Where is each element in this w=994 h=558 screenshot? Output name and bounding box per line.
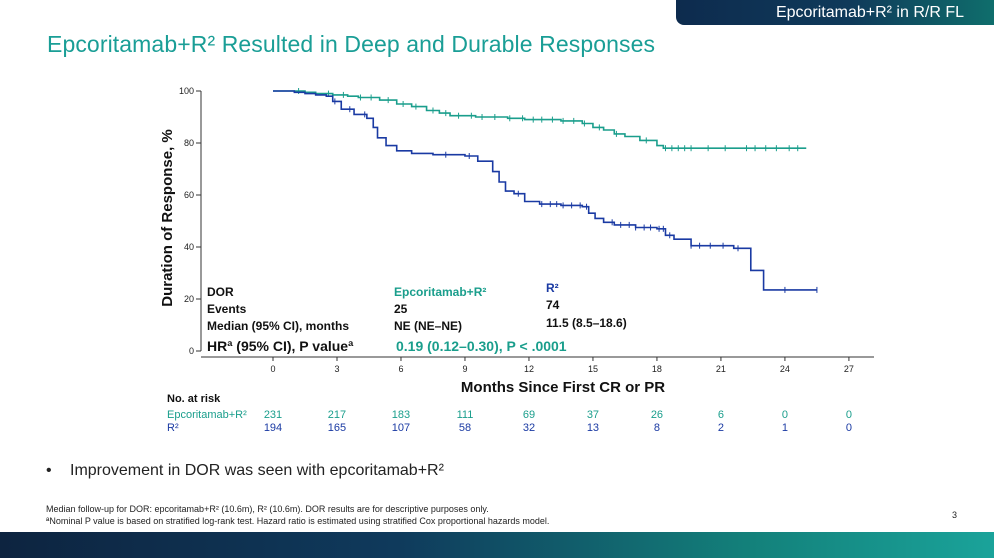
at-risk-name-epco: Epcoritamab+R² [167,409,247,421]
bullet-text: Improvement in DOR was seen with epcorit… [70,462,444,479]
bullet-dot-icon: • [46,462,52,479]
stats-events-epco: 25 [394,302,408,316]
y-tick-label: 20 [184,294,194,304]
x-tick-label: 27 [844,364,854,374]
stats-label-dor: DOR [207,285,234,299]
x-tick-label: 15 [588,364,598,374]
y-tick-label: 80 [184,138,194,148]
at-risk-value: 13 [587,422,599,434]
at-risk-value: 111 [457,409,474,421]
y-tick-label: 40 [184,242,194,252]
at-risk-value: 217 [328,409,346,421]
at-risk-value: 0 [846,422,852,434]
page-title: Epcoritamab+R² Resulted in Deep and Dura… [47,31,656,57]
at-risk-header: No. at risk [167,393,221,405]
at-risk-value: 37 [587,409,599,421]
footnote-2: ªNominal P value is based on stratified … [46,516,550,526]
x-tick-label: 24 [780,364,790,374]
stats-header-epco: Epcoritamab+R² [394,285,486,299]
x-tick-label: 21 [716,364,726,374]
at-risk-value: 26 [651,409,663,421]
stats-label-median: Median (95% CI), months [207,319,349,333]
stats-events-r2: 74 [546,298,560,312]
footnotes: Median follow-up for DOR: epcoritamab+R²… [46,503,549,527]
km-curve-r2 [273,90,817,291]
stats-label-events: Events [207,302,247,316]
at-risk-value: 183 [392,409,410,421]
stats-median-r2: 11.5 (8.5–18.6) [546,316,627,330]
y-axis-label: Duration of Response, % [159,129,176,307]
x-tick-label: 18 [652,364,662,374]
at-risk-value: 8 [654,422,660,434]
header-tag: Epcoritamab+R² in R/R FL [676,0,994,25]
at-risk-value: 32 [523,422,535,434]
at-risk-value: 58 [459,422,471,434]
at-risk-value: 165 [328,422,346,434]
hr-label: HRª (95% CI), P valueª [207,338,354,354]
footnote-1: Median follow-up for DOR: epcoritamab+R²… [46,504,489,514]
page-number: 3 [952,510,958,520]
y-tick-label: 100 [179,86,194,96]
at-risk-value: 0 [846,409,852,421]
x-tick-label: 12 [524,364,534,374]
at-risk-value: 107 [392,422,410,434]
at-risk-value: 6 [718,409,724,421]
bullet-point: • Improvement in DOR was seen with epcori… [46,462,444,480]
x-tick-label: 0 [270,364,275,374]
at-risk-value: 231 [264,409,282,421]
at-risk-value: 194 [264,422,282,434]
footer-bar [0,532,994,558]
stats-median-epco: NE (NE–NE) [394,319,462,333]
at-risk-name-r2: R² [167,422,179,434]
at-risk-value: 0 [782,409,788,421]
x-tick-label: 3 [334,364,339,374]
hr-value: 0.19 (0.12–0.30), P < .0001 [396,338,567,354]
at-risk-value: 2 [718,422,724,434]
at-risk-value: 1 [782,422,788,434]
x-axis-label: Months Since First CR or PR [461,379,665,396]
stats-header-r2: R² [546,281,559,295]
km-curve-epco [273,90,807,149]
y-tick-label: 0 [189,346,194,356]
x-tick-label: 6 [398,364,403,374]
at-risk-value: 69 [523,409,535,421]
y-tick-label: 60 [184,190,194,200]
x-tick-label: 9 [462,364,467,374]
